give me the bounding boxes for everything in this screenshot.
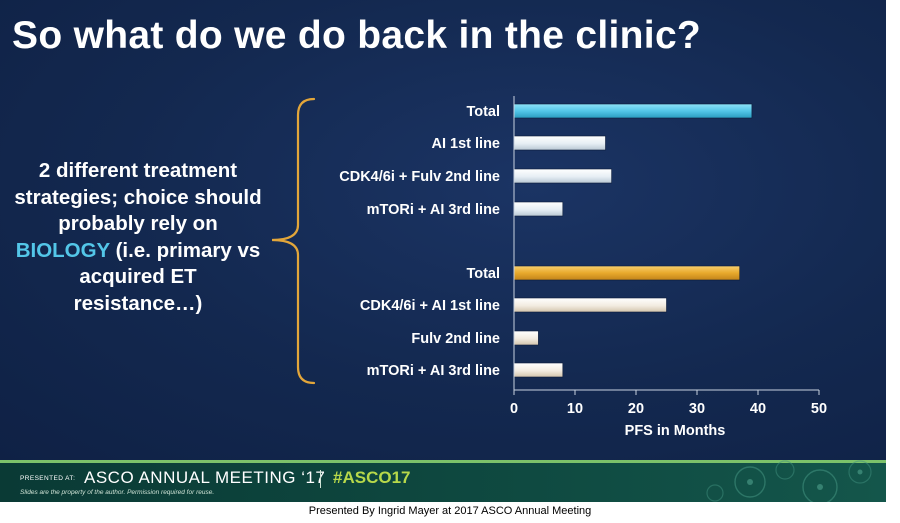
bar-4 xyxy=(513,201,564,217)
category-label-1: Total xyxy=(466,104,500,120)
x-tick-label-20: 20 xyxy=(628,401,644,417)
chart-x-axis: 0 10 20 30 40 50 PFS in Months xyxy=(510,96,827,439)
x-tick-label-0: 0 xyxy=(510,401,518,417)
footer-presented-at: PRESENTED AT: xyxy=(20,475,76,482)
x-axis-label: PFS in Months xyxy=(625,423,726,439)
footer-decoration-icon xyxy=(706,460,872,502)
x-tick-label-40: 40 xyxy=(750,401,766,417)
bar-1 xyxy=(513,103,753,119)
bar-8 xyxy=(513,362,564,378)
note-text-after: (i.e. primary vs acquired ET resistance…… xyxy=(73,238,261,315)
note-text-before: 2 different treatment strategies; choice… xyxy=(14,159,262,235)
bar-2 xyxy=(513,135,606,151)
slide: So what do we do back in the clinic? 2 d… xyxy=(0,0,886,460)
page-margin xyxy=(886,0,900,502)
x-tick-label-10: 10 xyxy=(567,401,583,417)
presenter-caption: Presented By Ingrid Mayer at 2017 ASCO A… xyxy=(308,505,592,517)
chart-category-labels: Total AI 1st line CDK4/6i + Fulv 2nd line m… xyxy=(339,104,500,379)
slide-title: So what do we do back in the clinic? xyxy=(12,14,702,57)
category-label-2: AI 1st line xyxy=(432,136,501,152)
footer-hashtag: #ASCO17 xyxy=(333,468,411,487)
bar-5 xyxy=(513,265,740,281)
bar-7 xyxy=(513,330,539,346)
treatment-strategy-note: 2 different treatment strategies; choice… xyxy=(14,158,262,317)
note-text-highlight: BIOLOGY xyxy=(15,238,110,262)
category-label-6: CDK4/6i + AI 1st line xyxy=(360,298,500,314)
category-label-3: CDK4/6i + Fulv 2nd line xyxy=(339,169,500,185)
category-label-8: mTORi + AI 3rd line xyxy=(367,363,500,379)
pfs-bar-chart: Total AI 1st line CDK4/6i + Fulv 2nd line m… xyxy=(271,96,827,439)
footer-meeting-name: ASCO ANNUAL MEETING ‘17 xyxy=(84,468,326,487)
footer-banner: PRESENTED AT: ASCO ANNUAL MEETING ‘17 #A… xyxy=(0,460,886,502)
category-label-4: mTORi + AI 3rd line xyxy=(367,202,500,218)
curly-bracket-path xyxy=(271,97,316,385)
x-tick-label-30: 30 xyxy=(689,401,705,417)
footer-disclaimer: Slides are the property of the author. P… xyxy=(20,489,215,496)
footer-accent-line xyxy=(0,460,886,463)
category-label-5: Total xyxy=(466,266,500,282)
chart-bars xyxy=(513,103,753,378)
footer-separator xyxy=(320,470,321,488)
bar-3 xyxy=(513,168,612,184)
curly-bracket xyxy=(271,97,316,385)
category-label-7: Fulv 2nd line xyxy=(411,331,500,347)
x-tick-label-50: 50 xyxy=(811,401,827,417)
bar-6 xyxy=(513,297,667,313)
